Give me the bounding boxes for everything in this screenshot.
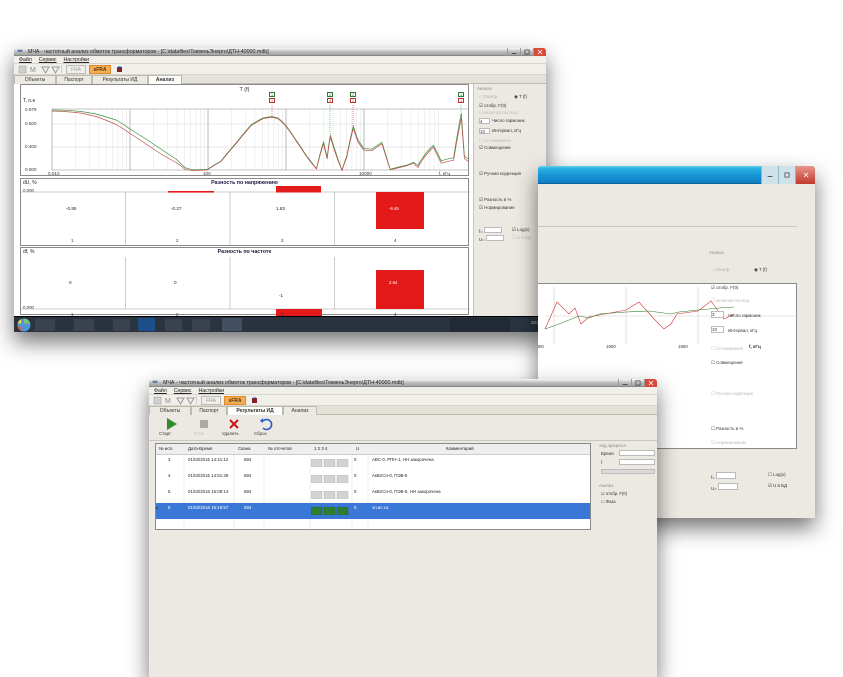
- svg-text:M: M: [165, 398, 171, 405]
- svg-text:M: M: [30, 67, 36, 74]
